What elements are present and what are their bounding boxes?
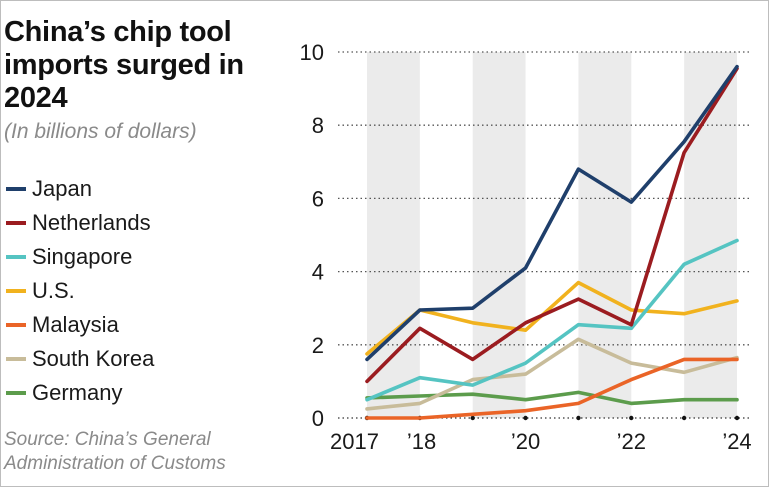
x-axis-tick-labels: 2017 ’18 ’20 ’22 ’24	[330, 429, 752, 454]
chart-title: China’s chip tool imports surged in 2024	[4, 16, 244, 114]
series-lines	[365, 64, 739, 420]
legend-swatch	[6, 323, 26, 327]
legend-swatch	[6, 357, 26, 361]
legend-label: Netherlands	[32, 210, 151, 235]
shaded-band-2021	[578, 52, 632, 418]
y-tick-label-6: 6	[312, 186, 324, 211]
legend-item-malaysia: Malaysia	[6, 308, 154, 342]
legend-item-germany: Germany	[6, 376, 154, 410]
series-line-singapore	[365, 238, 739, 402]
chart-subtitle: (In billions of dollars)	[4, 120, 197, 143]
x-tick-mark-2020	[523, 415, 528, 421]
legend-item-netherlands: Netherlands	[6, 206, 154, 240]
y-tick-label-0: 0	[312, 406, 324, 431]
series-line-u-s-	[365, 280, 739, 356]
x-tick-mark-2022	[629, 415, 634, 421]
legend-swatch	[6, 391, 26, 395]
legend-label: Singapore	[32, 244, 133, 269]
legend-swatch	[6, 255, 26, 259]
x-tick-label-2017: 2017	[330, 429, 379, 454]
x-tick-label-2024: ’24	[722, 429, 751, 454]
series-line-south-korea	[365, 337, 739, 411]
legend-item-south-korea: South Korea	[6, 342, 154, 376]
shaded-band-2019	[472, 52, 526, 418]
legend-label: Japan	[32, 176, 92, 201]
legend-label: U.S.	[32, 278, 75, 303]
legend-label: Malaysia	[32, 312, 119, 337]
x-tick-label-2020: ’20	[511, 429, 540, 454]
legend-swatch	[6, 221, 26, 225]
legend-item-japan: Japan	[6, 172, 154, 206]
y-gridlines	[338, 51, 752, 346]
series-line-malaysia	[365, 357, 739, 420]
x-tick-label-2022: ’22	[617, 429, 646, 454]
series-line-netherlands	[365, 66, 739, 384]
legend-item-singapore: Singapore	[6, 240, 154, 274]
x-tick-mark-2023	[681, 415, 687, 421]
legend-swatch	[6, 289, 26, 293]
x-tick-mark-2021	[576, 415, 581, 421]
series-line-japan	[365, 64, 739, 362]
x-tick-mark-2019	[470, 415, 475, 421]
legend-label: Germany	[32, 380, 123, 405]
source-note: Source: China’s General Administration o…	[4, 429, 226, 474]
y-tick-label-8: 8	[312, 113, 324, 138]
series-line-germany	[365, 390, 739, 406]
legend-item-u-s-: U.S.	[6, 274, 154, 308]
legend-label: South Korea	[32, 346, 155, 371]
shaded-band-2017	[367, 52, 420, 418]
legend-swatch	[6, 187, 26, 191]
y-tick-label-10: 10	[300, 40, 324, 65]
shaded-year-bands	[367, 52, 737, 418]
y-axis-tick-labels: 0 2 4 6 8 10	[300, 40, 324, 431]
x-tick-label-2018: ’18	[407, 429, 436, 454]
x-tick-mark-2024	[734, 415, 740, 421]
y-tick-label-4: 4	[312, 260, 324, 285]
legend: Japan Netherlands Singapore U.S. Malaysia Sou…	[6, 172, 154, 410]
y-tick-label-2: 2	[312, 333, 324, 358]
